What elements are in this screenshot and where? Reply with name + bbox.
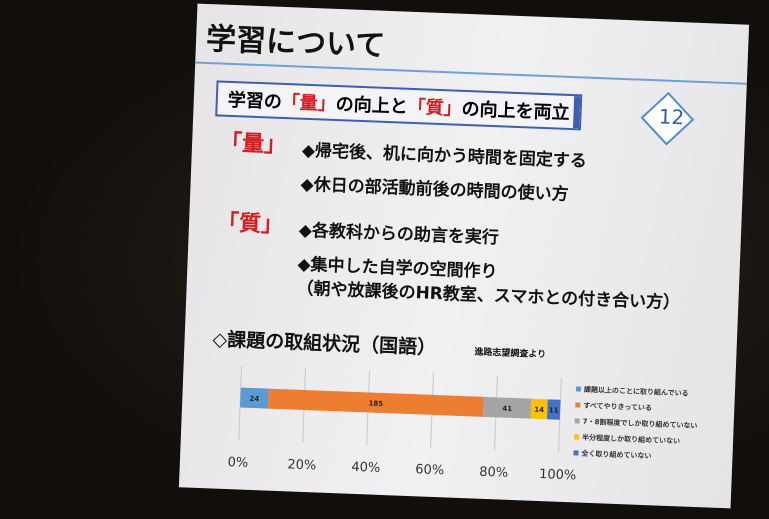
value-label: 11 (549, 406, 559, 414)
legend-swatch (576, 386, 581, 391)
headline-part: 「質」 (407, 97, 462, 120)
legend-swatch (573, 450, 578, 455)
headline: 学習の「量」の向上と「質」の向上を両立 (215, 80, 582, 130)
page: {"slide": {"title": "学習について", "number": … (0, 0, 769, 519)
legend-label: 課題以上のことに取り組んでいる (584, 385, 689, 398)
x-tick-label: 0% (227, 455, 248, 471)
legend-swatch (575, 402, 580, 407)
slide: 学習について 学習の「量」の向上と「質」の向上を両立 12 「量」 ◆帰宅後、机… (179, 4, 749, 509)
legend-label: 全く取り組めていない (580, 449, 651, 461)
legend-label: すべてやりきっている (583, 401, 652, 413)
x-tick-label: 80% (479, 465, 508, 481)
headline-part: の向上を両立 (461, 99, 570, 124)
x-tick-label: 100% (539, 467, 577, 483)
legend-swatch (574, 434, 579, 439)
slide-number: 12 (653, 104, 690, 129)
chart-title: ◇課題の取組状況（国語） (212, 324, 436, 360)
bullet: ◆休日の部活動前後の時間の使い方 (300, 170, 569, 205)
chart-source: 進路志望調査より (474, 344, 546, 360)
slide-title: 学習について (205, 14, 386, 65)
legend-swatch (575, 418, 580, 423)
legend-label: 7・8割程度でしか取り組めていない (583, 417, 698, 430)
value-label: 24 (249, 395, 259, 403)
x-tick-label: 60% (415, 462, 444, 478)
bullet: ◆帰宅後、机に向かう時間を固定する (302, 136, 588, 172)
chart: 0% 20% 40% 60% 80% 100% 24 185 41 14 11 課題以上のことに取り組… (179, 353, 736, 504)
headline-part: 「量」 (281, 92, 336, 115)
value-label: 185 (368, 399, 383, 408)
x-tick-label: 40% (351, 460, 380, 476)
headline-part: 学習の (227, 90, 282, 113)
section-label: 「量」 (220, 125, 287, 160)
section-label: 「質」 (217, 205, 284, 240)
title-rule (195, 62, 747, 85)
x-tick-label: 20% (287, 457, 316, 473)
headline-part: の向上と (335, 94, 408, 118)
value-label: 14 (534, 406, 544, 414)
value-label: 41 (502, 405, 512, 413)
backdrop: 学習について 学習の「量」の向上と「質」の向上を両立 12 「量」 ◆帰宅後、机… (0, 0, 769, 519)
bullet: ◆各教科からの助言を実行 (298, 216, 499, 249)
legend-label: 半分程度しか取り組めていない (582, 433, 680, 446)
